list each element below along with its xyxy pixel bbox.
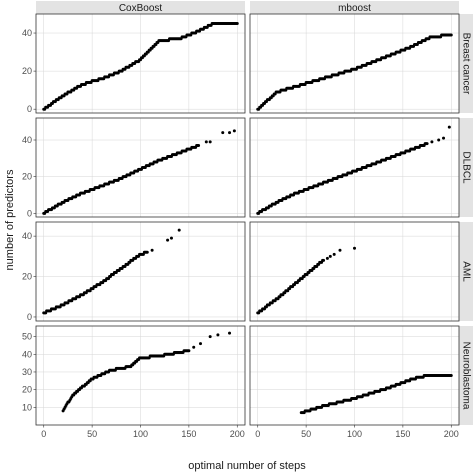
data-point-sparse bbox=[166, 238, 170, 242]
strip-label-neuroblastoma: Neuroblastoma bbox=[460, 342, 471, 410]
row-strips: Breast cancer DLBCL AML Neuroblastoma bbox=[459, 14, 473, 425]
panel-dlbcl-mboost bbox=[249, 117, 460, 218]
panel-border bbox=[249, 13, 460, 114]
data-point-sparse bbox=[332, 252, 336, 256]
strip-label-breast-cancer: Breast cancer bbox=[460, 33, 471, 95]
data-point-sparse bbox=[228, 131, 232, 135]
data-point-sparse bbox=[325, 256, 329, 260]
data-point-sparse bbox=[328, 254, 332, 258]
x-tick-label: 200 bbox=[444, 429, 459, 439]
data-point-sparse bbox=[208, 335, 212, 339]
panel-breast-cancer-coxboost bbox=[35, 13, 246, 114]
y-tick-label: 20 bbox=[22, 172, 32, 182]
data-point bbox=[322, 258, 326, 262]
panel-neuroblastoma-coxboost bbox=[35, 325, 246, 426]
strip-bg-breast-cancer bbox=[459, 14, 473, 113]
x-tick-label: 150 bbox=[395, 429, 410, 439]
x-tick-labels: 0 50 100 150 200 0 50 100 150 200 bbox=[41, 425, 459, 439]
strip-label-mboost: mboost bbox=[338, 3, 371, 14]
x-tick-label: 50 bbox=[87, 429, 97, 439]
y-tick-label: 0 bbox=[27, 208, 32, 218]
x-tick-label: 200 bbox=[230, 429, 245, 439]
y-tick-label: 50 bbox=[22, 332, 32, 342]
data-point-sparse bbox=[221, 131, 225, 135]
y-tick-labels: 0 20 40 0 20 40 0 20 40 10 20 30 40 50 bbox=[22, 28, 36, 412]
y-tick-label: 0 bbox=[27, 312, 32, 322]
y-tick-label: 20 bbox=[22, 66, 32, 76]
y-tick-label: 40 bbox=[22, 349, 32, 359]
data-point bbox=[197, 144, 201, 147]
panel-aml-coxboost bbox=[35, 221, 246, 322]
data-point-sparse bbox=[192, 345, 196, 349]
strip-label-coxboost: CoxBoost bbox=[119, 3, 163, 14]
x-tick-label: 150 bbox=[181, 429, 196, 439]
data-point-sparse bbox=[447, 125, 451, 129]
y-tick-label: 20 bbox=[22, 272, 32, 282]
data-point bbox=[187, 349, 191, 353]
data-point-sparse bbox=[353, 246, 356, 250]
y-tick-label: 40 bbox=[22, 135, 32, 145]
data-point-sparse bbox=[232, 129, 236, 133]
x-axis-title: optimal number of steps bbox=[188, 460, 306, 472]
panel-border bbox=[35, 13, 246, 114]
data-point-sparse bbox=[437, 138, 441, 142]
panel-border bbox=[35, 117, 246, 218]
data-point-sparse bbox=[177, 228, 181, 232]
data-point-sparse bbox=[204, 140, 208, 144]
strip-bg-coxboost bbox=[36, 1, 245, 15]
y-tick-label: 0 bbox=[27, 104, 32, 114]
data-point-sparse bbox=[442, 136, 446, 140]
data-point-sparse bbox=[430, 140, 434, 144]
y-tick-label: 30 bbox=[22, 367, 32, 377]
data-point-sparse bbox=[198, 342, 202, 346]
y-tick-label: 10 bbox=[22, 402, 32, 412]
strip-bg-neuroblastoma bbox=[459, 326, 473, 425]
y-tick-label: 40 bbox=[22, 28, 32, 38]
data-point-sparse bbox=[228, 331, 232, 335]
data-point bbox=[145, 250, 149, 254]
strip-bg-dlbcl bbox=[459, 118, 473, 217]
panel-dlbcl-coxboost bbox=[35, 117, 246, 218]
strip-label-aml: AML bbox=[460, 261, 471, 282]
x-tick-label: 0 bbox=[41, 429, 46, 439]
panels bbox=[35, 13, 460, 426]
data-point bbox=[449, 33, 453, 37]
y-tick-label: 20 bbox=[22, 385, 32, 395]
strip-label-dlbcl: DLBCL bbox=[460, 151, 471, 184]
panel-aml-mboost bbox=[249, 221, 460, 322]
data-point-sparse bbox=[216, 333, 220, 337]
panel-border bbox=[249, 221, 460, 322]
x-tick-label: 50 bbox=[301, 429, 311, 439]
panel-border bbox=[249, 117, 460, 218]
panel-border bbox=[35, 221, 246, 322]
data-point-sparse bbox=[338, 248, 342, 252]
data-point-sparse bbox=[208, 140, 212, 144]
y-axis-title: number of predictors bbox=[4, 169, 16, 270]
panel-breast-cancer-mboost bbox=[249, 13, 460, 114]
data-point bbox=[449, 374, 453, 377]
x-tick-label: 0 bbox=[255, 429, 260, 439]
data-point-sparse bbox=[169, 236, 173, 240]
strip-bg-mboost bbox=[250, 1, 459, 15]
x-tick-label: 100 bbox=[347, 429, 362, 439]
column-strips: CoxBoost mboost bbox=[36, 1, 459, 15]
y-tick-label: 40 bbox=[22, 231, 32, 241]
data-point bbox=[425, 142, 429, 146]
x-tick-label: 100 bbox=[133, 429, 148, 439]
data-point bbox=[235, 22, 239, 26]
data-point-sparse bbox=[150, 248, 154, 252]
panel-neuroblastoma-mboost bbox=[249, 325, 460, 426]
strip-bg-aml bbox=[459, 222, 473, 321]
